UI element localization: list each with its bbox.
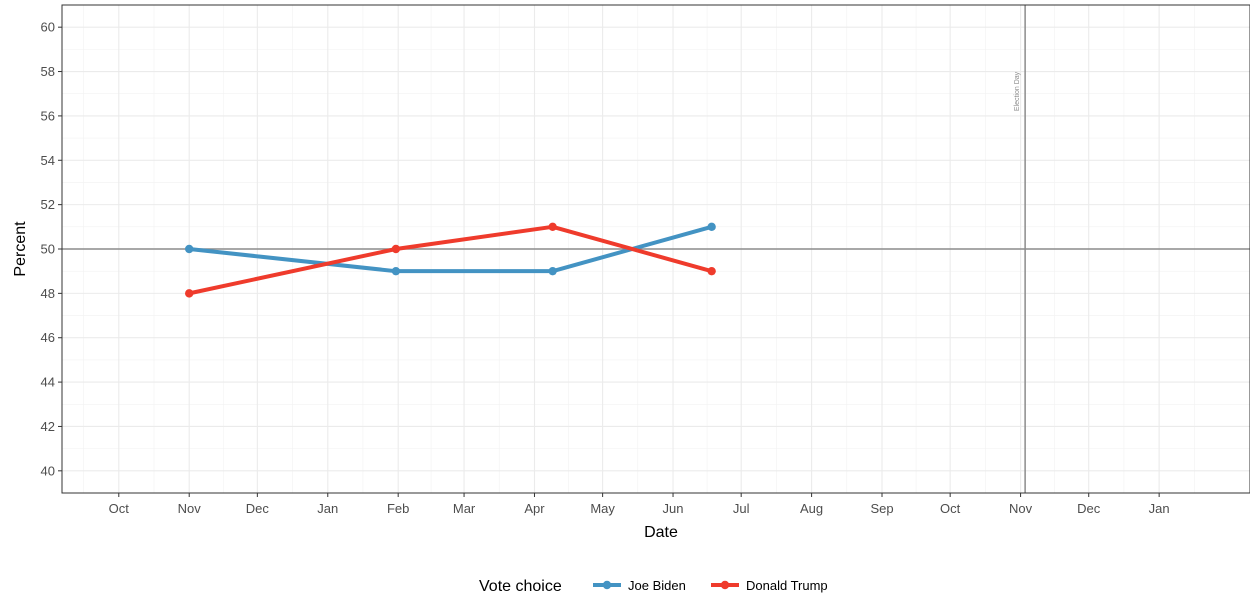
legend-title: Vote choice — [479, 578, 562, 595]
joe-biden-point — [391, 266, 401, 276]
legend-key-point-donald-trump — [720, 580, 730, 590]
x-tick-label: Nov — [178, 501, 202, 516]
donald-trump-point — [185, 289, 194, 298]
series-lines — [185, 222, 716, 298]
legend-items: Joe Biden Donald Trump — [593, 578, 828, 593]
x-tick-label: Feb — [387, 501, 409, 516]
y-tick-label: 42 — [41, 419, 55, 434]
x-tick-label: Oct — [109, 501, 130, 516]
x-tick-label: Sep — [870, 501, 893, 516]
joe-biden-point — [548, 266, 557, 276]
x-tick-label: Mar — [453, 501, 476, 516]
x-axis-title: Date — [644, 524, 678, 541]
y-tick-label: 60 — [41, 20, 55, 35]
donald-trump-point — [548, 222, 557, 232]
y-tick-label: 48 — [41, 286, 55, 301]
donald-trump-point — [391, 244, 401, 254]
legend-label-donald-trump: Donald Trump — [746, 578, 828, 593]
y-tick-label: 58 — [41, 64, 55, 79]
joe-biden-point — [707, 222, 716, 232]
reference-lines: Election Day — [62, 5, 1250, 493]
y-tick-label: 56 — [41, 108, 55, 123]
donald-trump-point — [707, 266, 716, 276]
x-tick-label: Dec — [1077, 501, 1101, 516]
x-tick-label: Dec — [246, 501, 270, 516]
y-tick-label: 52 — [41, 197, 55, 212]
y-tick-label: 54 — [41, 153, 55, 168]
x-tick-label: May — [590, 501, 615, 516]
legend: Vote choice Joe Biden Donald Trump — [479, 578, 828, 595]
x-tick-label: Nov — [1009, 501, 1033, 516]
y-tick-label: 46 — [41, 330, 55, 345]
y-tick-label: 44 — [41, 375, 55, 390]
x-tick-label: Jul — [733, 501, 750, 516]
x-tick-label: Aug — [800, 501, 823, 516]
y-tick-label: 50 — [41, 242, 55, 257]
joe-biden-point — [185, 244, 194, 254]
donald-trump-line — [187, 224, 714, 296]
x-tick-label: Jan — [317, 501, 338, 516]
x-tick-label: Jan — [1149, 501, 1170, 516]
x-tick-label: Jun — [663, 501, 684, 516]
legend-key-point-joe-biden — [602, 580, 612, 590]
axes: 40 42 44 46 48 50 52 54 56 58 60 Oct Nov Dec Jan Feb Mar… — [41, 20, 1170, 516]
y-tick-label: 40 — [41, 463, 55, 478]
legend-label-joe-biden: Joe Biden — [628, 578, 686, 593]
x-tick-label: Apr — [524, 501, 545, 516]
x-tick-label: Oct — [940, 501, 961, 516]
election-day-label: Election Day — [1014, 71, 1021, 111]
y-axis-title: Percent — [12, 221, 29, 277]
